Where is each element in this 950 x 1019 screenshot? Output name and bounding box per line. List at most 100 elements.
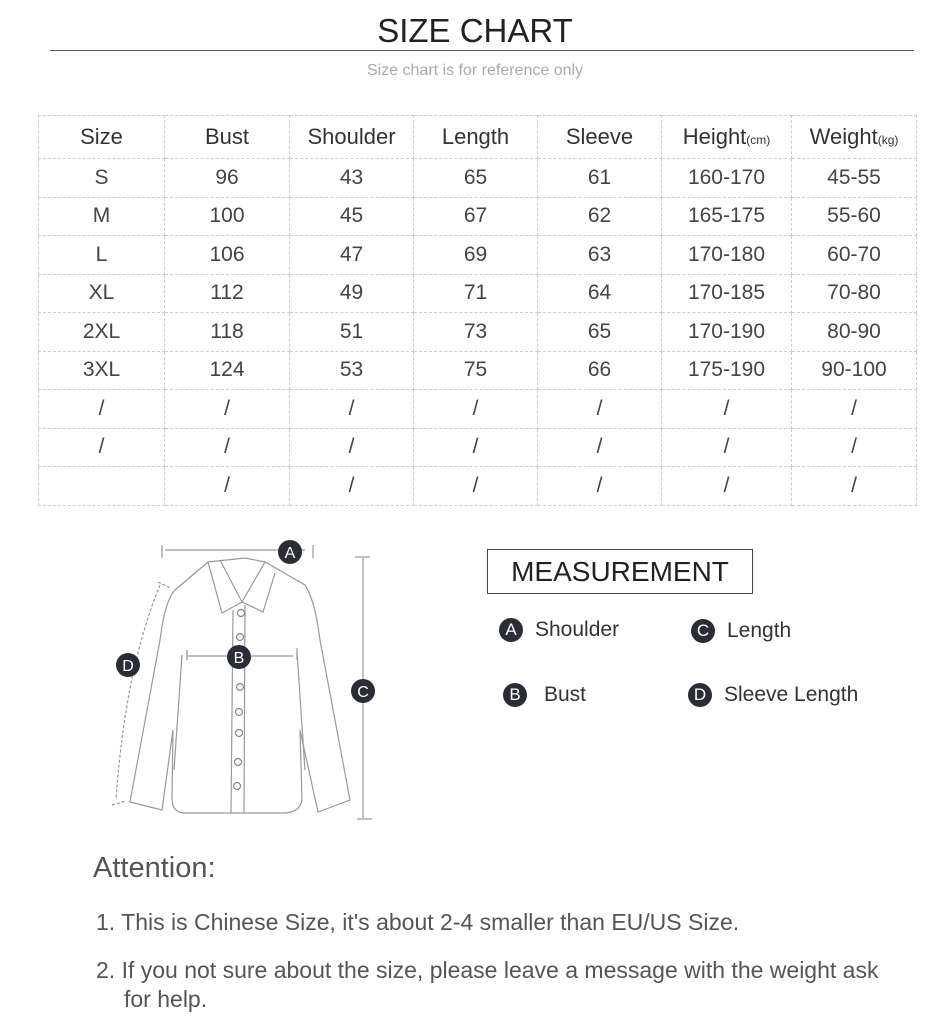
column-header: Shoulder (289, 115, 414, 159)
badge-c-icon: C (691, 619, 715, 643)
table-cell: 71 (413, 273, 538, 313)
table-header-row: Size Bust Shoulder Length Sleeve Height(cm) We… (38, 115, 917, 159)
table-cell: / (413, 466, 538, 506)
badge-a-icon: A (499, 618, 523, 642)
table-cell: 112 (164, 273, 290, 313)
table-cell: 106 (164, 235, 290, 275)
table-cell: 75 (413, 350, 538, 390)
attention-note-1: 1. This is Chinese Size, it's about 2-4 … (96, 909, 740, 935)
collar (207, 559, 276, 614)
table-cell: / (164, 427, 290, 467)
table-cell: 47 (289, 235, 414, 275)
attention-title: Attention: (93, 852, 216, 884)
table-cell: 49 (289, 273, 414, 313)
table-cell: 96 (164, 158, 290, 198)
table-row: / / / / / / / (38, 389, 917, 429)
title-divider (50, 50, 914, 51)
table-cell: / (413, 389, 538, 429)
table-cell: 45 (289, 196, 414, 236)
size-table: Size Bust Shoulder Length Sleeve Height(cm) We… (38, 115, 917, 506)
table-row: 3XL 124 53 75 66 175-190 90-100 (38, 350, 917, 390)
column-header: Height(cm) (661, 115, 792, 159)
table-row: / / / / / / / (38, 427, 917, 467)
marker-d: D (116, 653, 140, 677)
table-cell: 51 (289, 312, 414, 352)
marker-a: A (278, 540, 302, 564)
table-cell: / (289, 466, 414, 506)
table-cell: 175-190 (661, 350, 792, 390)
table-row: M 100 45 67 62 165-175 55-60 (38, 196, 917, 236)
table-cell: 70-80 (791, 273, 917, 313)
column-header: Size (38, 115, 165, 159)
legend-label: Bust (544, 683, 587, 706)
table-cell: 43 (289, 158, 414, 198)
measurement-title: MEASUREMENT (487, 549, 753, 594)
table-cell: / (413, 427, 538, 467)
table-cell: / (537, 427, 662, 467)
svg-text:B: B (234, 650, 245, 667)
column-label: Height (682, 124, 747, 149)
table-row: / / / / / / (38, 466, 917, 506)
column-label: Shoulder (307, 124, 396, 149)
svg-text:D: D (122, 658, 134, 675)
placket (230, 604, 246, 814)
column-label: Size (80, 124, 123, 149)
table-cell: / (289, 427, 414, 467)
measure-d (111, 581, 171, 806)
table-row: L 106 47 69 63 170-180 60-70 (38, 235, 917, 275)
table-cell: 55-60 (791, 196, 917, 236)
table-cell: 65 (413, 158, 538, 198)
page-title: SIZE CHART (377, 12, 573, 49)
table-cell: / (791, 466, 917, 506)
table-cell: 165-175 (661, 196, 792, 236)
table-cell: L (38, 235, 165, 275)
table-cell: 118 (164, 312, 290, 352)
badge-d-icon: D (688, 683, 712, 707)
table-cell: / (164, 466, 290, 506)
column-unit: (cm) (746, 133, 771, 147)
legend-length: C Length (691, 619, 791, 643)
table-cell: / (661, 389, 792, 429)
table-cell: 73 (413, 312, 538, 352)
table-row: S 96 43 65 61 160-170 45-55 (38, 158, 917, 198)
column-header: Length (413, 115, 538, 159)
legend-label: Shoulder (535, 618, 620, 641)
svg-text:C: C (357, 684, 369, 701)
table-cell: / (661, 427, 792, 467)
table-cell: 170-180 (661, 235, 792, 275)
attention-note-2: 2. If you not sure about the size, pleas… (96, 957, 879, 1012)
table-cell: 63 (537, 235, 662, 275)
column-label: Weight (809, 124, 878, 149)
pocket-lines (173, 651, 306, 771)
column-label: Bust (204, 124, 250, 149)
table-row: 2XL 118 51 73 65 170-190 80-90 (38, 312, 917, 352)
table-cell: 2XL (38, 312, 165, 352)
table-cell: / (164, 389, 290, 429)
legend-sleeve-length: D Sleeve Length (688, 683, 858, 707)
table-cell: 65 (537, 312, 662, 352)
marker-b: B (227, 645, 251, 669)
table-cell: 45-55 (791, 158, 917, 198)
table-cell: 67 (413, 196, 538, 236)
page-subtitle: Size chart is for reference only (366, 62, 584, 79)
table-cell: 3XL (38, 350, 165, 390)
column-header: Weight(kg) (791, 115, 917, 159)
table-cell: / (537, 389, 662, 429)
table-cell: 64 (537, 273, 662, 313)
table-cell: 62 (537, 196, 662, 236)
table-cell: XL (38, 273, 165, 313)
table-cell: S (38, 158, 165, 198)
column-header: Bust (164, 115, 290, 159)
column-label: Length (441, 124, 510, 149)
shirt-diagram: A B C D (111, 540, 375, 820)
table-cell: 61 (537, 158, 662, 198)
table-cell: 160-170 (661, 158, 792, 198)
table-cell: 170-185 (661, 273, 792, 313)
legend-bust: B Bust (503, 683, 586, 707)
svg-text:A: A (285, 545, 296, 562)
table-cell: 60-70 (791, 235, 917, 275)
table-cell: 53 (289, 350, 414, 390)
column-unit: (kg) (877, 133, 899, 147)
table-cell: 90-100 (791, 350, 917, 390)
